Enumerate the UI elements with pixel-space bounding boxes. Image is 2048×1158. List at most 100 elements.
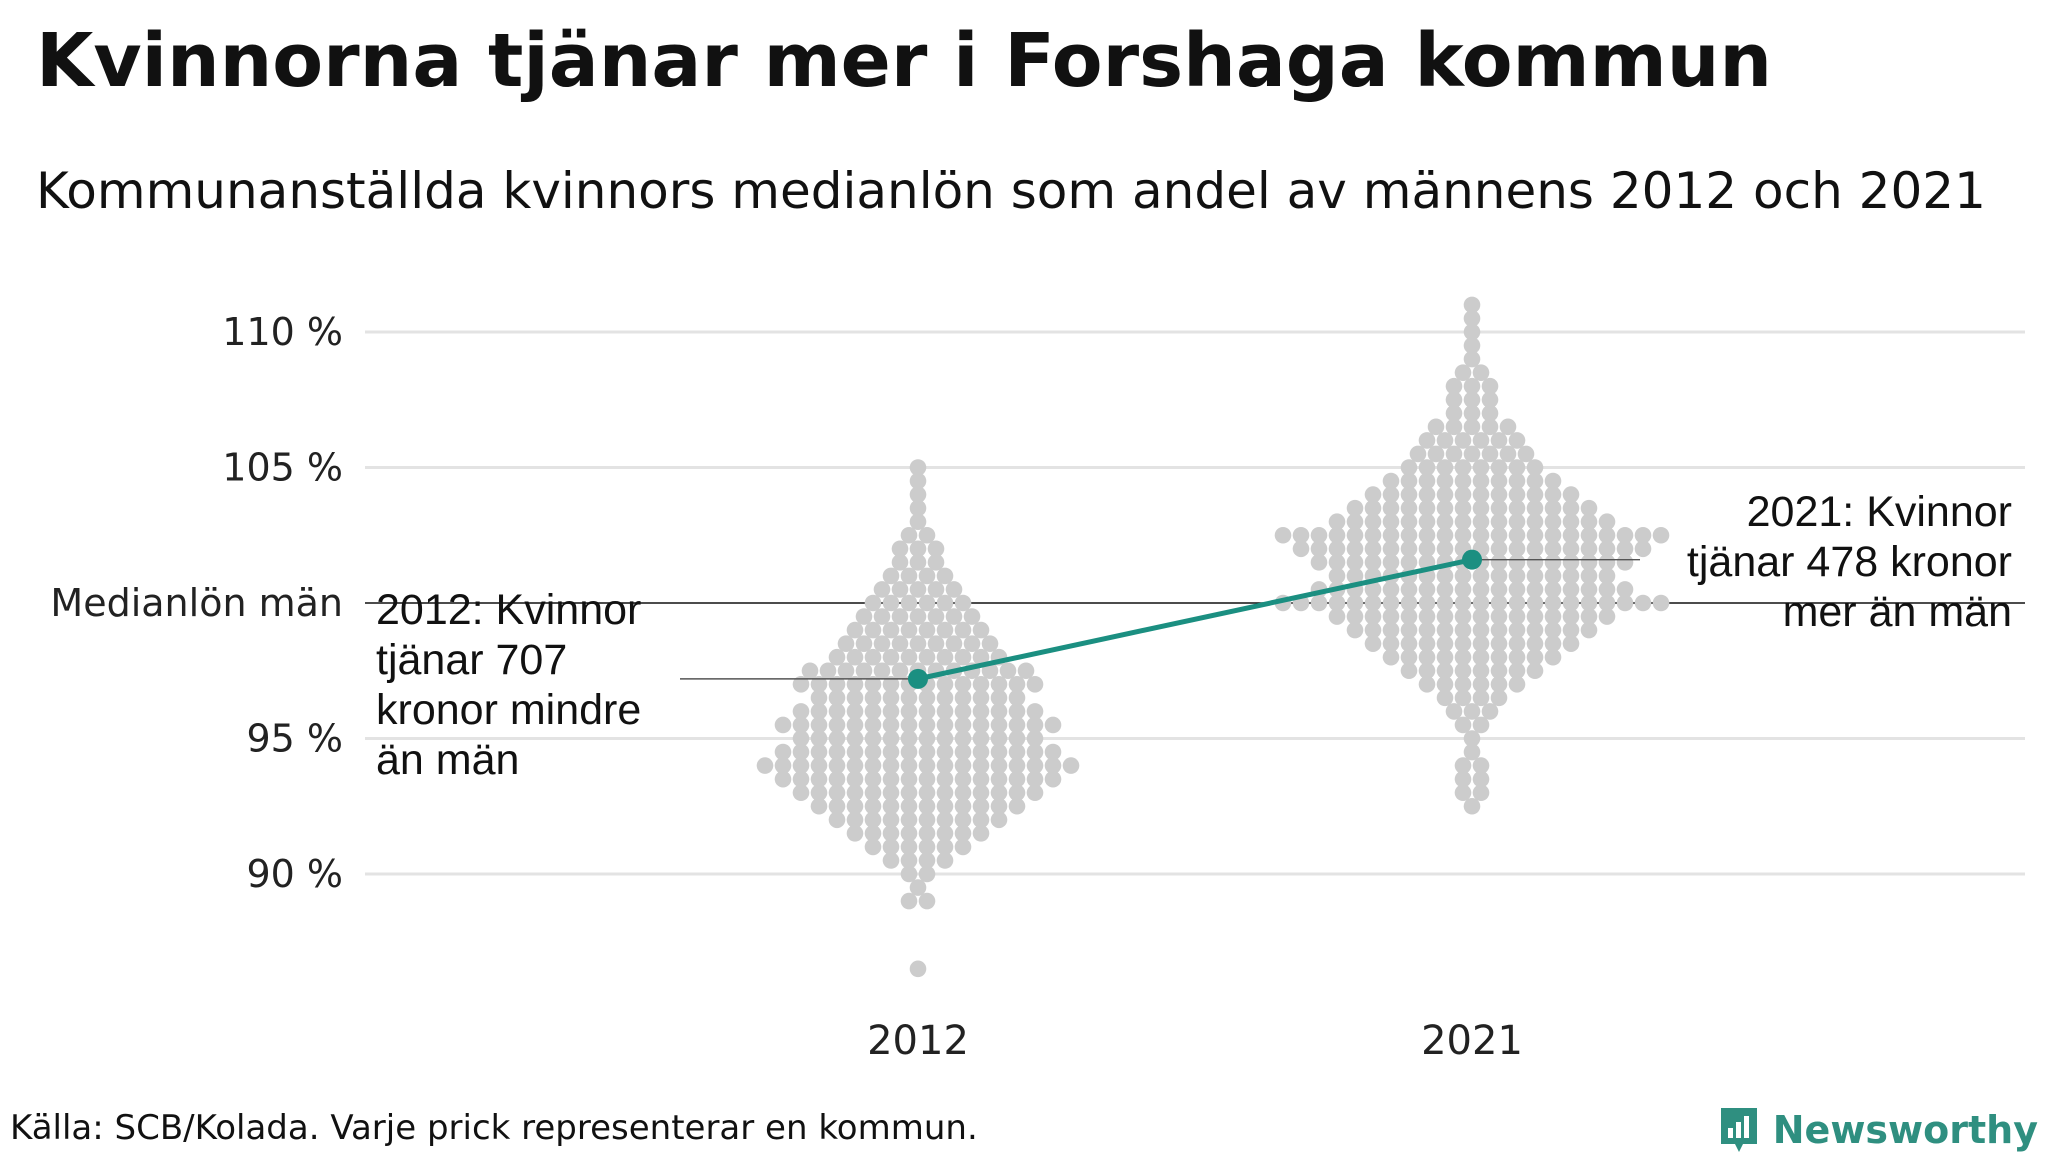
beeswarm-dot [1580, 594, 1598, 612]
beeswarm-dot [936, 743, 954, 761]
beeswarm-dot [1008, 770, 1026, 788]
beeswarm-dot [774, 716, 792, 734]
beeswarm-dot [1508, 567, 1526, 585]
beeswarm-dot [909, 486, 927, 503]
beeswarm-dot [1472, 648, 1490, 666]
beeswarm-dot [936, 621, 954, 639]
beeswarm-dot [1382, 594, 1400, 612]
beeswarm-dot [882, 838, 900, 856]
beeswarm-dot [1400, 662, 1418, 680]
beeswarm-dot [936, 825, 954, 842]
beeswarm-dot [972, 757, 990, 774]
beeswarm-dot [1490, 648, 1508, 666]
y-tick-label: 105 % [222, 446, 343, 490]
beeswarm-dot [828, 770, 846, 788]
beeswarm-dot [1328, 567, 1346, 585]
beeswarm-dot [909, 472, 927, 490]
beeswarm-dot [954, 757, 972, 774]
beeswarm-dot [1062, 757, 1080, 774]
beeswarm-dot [1526, 594, 1544, 612]
beeswarm-dot [954, 648, 972, 666]
beeswarm-dot [828, 784, 846, 801]
beeswarm-dot [1454, 594, 1472, 612]
beeswarm-dot [1328, 594, 1346, 612]
beeswarm-dot [909, 581, 927, 598]
beeswarm-dot [1310, 594, 1328, 612]
beeswarm-dot [1274, 526, 1292, 544]
beeswarm-dot [1490, 459, 1508, 476]
beeswarm-dot [1026, 703, 1044, 720]
beeswarm-dot [1346, 499, 1364, 517]
beeswarm-dot [882, 811, 900, 829]
beeswarm-dot [1562, 554, 1580, 571]
beeswarm-dot [882, 567, 900, 585]
beeswarm-dot [792, 743, 810, 761]
beeswarm-dot [1454, 635, 1472, 652]
y-axis-ticks: 90 % 95 % 105 % 110 % [222, 310, 343, 896]
beeswarm-dot [1364, 540, 1382, 558]
beeswarm-dot [927, 608, 945, 625]
beeswarm-dot [1526, 459, 1544, 476]
beeswarm-dot [1418, 621, 1436, 639]
beeswarm-dot [882, 703, 900, 720]
beeswarm-dot [945, 608, 963, 625]
beeswarm-dot [1463, 445, 1481, 463]
beeswarm-dot [927, 581, 945, 598]
beeswarm-dot [1400, 594, 1418, 612]
beeswarm-dot [1463, 323, 1481, 341]
beeswarm-dot [1418, 676, 1436, 693]
annotation-2012-line: 2012: Kvinnor [376, 586, 641, 634]
beeswarm-dot [1490, 689, 1508, 707]
beeswarm-dot [1517, 445, 1535, 463]
beeswarm-dot [864, 703, 882, 720]
beeswarm-dot [1580, 621, 1598, 639]
beeswarm-dot [1481, 377, 1499, 395]
beeswarm-dot [1364, 594, 1382, 612]
beeswarm-dot [1580, 540, 1598, 558]
beeswarm-dot [1508, 594, 1526, 612]
beeswarm-dot [1481, 445, 1499, 463]
beeswarm-dot [1418, 486, 1436, 503]
beeswarm-dot [936, 703, 954, 720]
beeswarm-dot [846, 703, 864, 720]
beeswarm-dot [1490, 635, 1508, 652]
beeswarm-dot [1427, 445, 1445, 463]
beeswarm-dot [1436, 635, 1454, 652]
beeswarm-dot [981, 635, 999, 652]
beeswarm-dot [837, 635, 855, 652]
beeswarm-dot [1580, 554, 1598, 571]
beeswarm-dot [846, 621, 864, 639]
beeswarm-dot [1445, 445, 1463, 463]
beeswarm-dot [1364, 499, 1382, 517]
beeswarm-dot [1526, 581, 1544, 598]
beeswarm-dot [864, 730, 882, 747]
beeswarm-dot [954, 743, 972, 761]
beeswarm-dot [909, 960, 927, 978]
beeswarm-dot [900, 743, 918, 761]
beeswarm-dot [990, 757, 1008, 774]
beeswarm-dot [846, 825, 864, 842]
beeswarm-dot [882, 757, 900, 774]
highlight-point-2012 [908, 668, 928, 689]
beeswarm-dot [1026, 770, 1044, 788]
beeswarm-dot [1562, 594, 1580, 612]
beeswarm-dot [864, 743, 882, 761]
beeswarm-dot [846, 676, 864, 693]
beeswarm-dot [1463, 730, 1481, 747]
beeswarm-dot [1454, 662, 1472, 680]
beeswarm-dot [1445, 391, 1463, 409]
beeswarm-dot [936, 689, 954, 707]
beeswarm-dot [909, 635, 927, 652]
beeswarm-dot [1472, 770, 1490, 788]
beeswarm-dot [882, 784, 900, 801]
beeswarm-dot [990, 797, 1008, 815]
beeswarm-dot [1436, 513, 1454, 530]
beeswarm-dot [1008, 689, 1026, 707]
beeswarm-dot [954, 838, 972, 856]
beeswarm-dot [1616, 594, 1634, 612]
beeswarm-dot [1499, 418, 1517, 436]
beeswarm-dot [1508, 472, 1526, 490]
annotation-2021-line: mer än män [1783, 588, 2012, 636]
beeswarm-dot [1472, 608, 1490, 625]
beeswarm-dot [1490, 554, 1508, 571]
